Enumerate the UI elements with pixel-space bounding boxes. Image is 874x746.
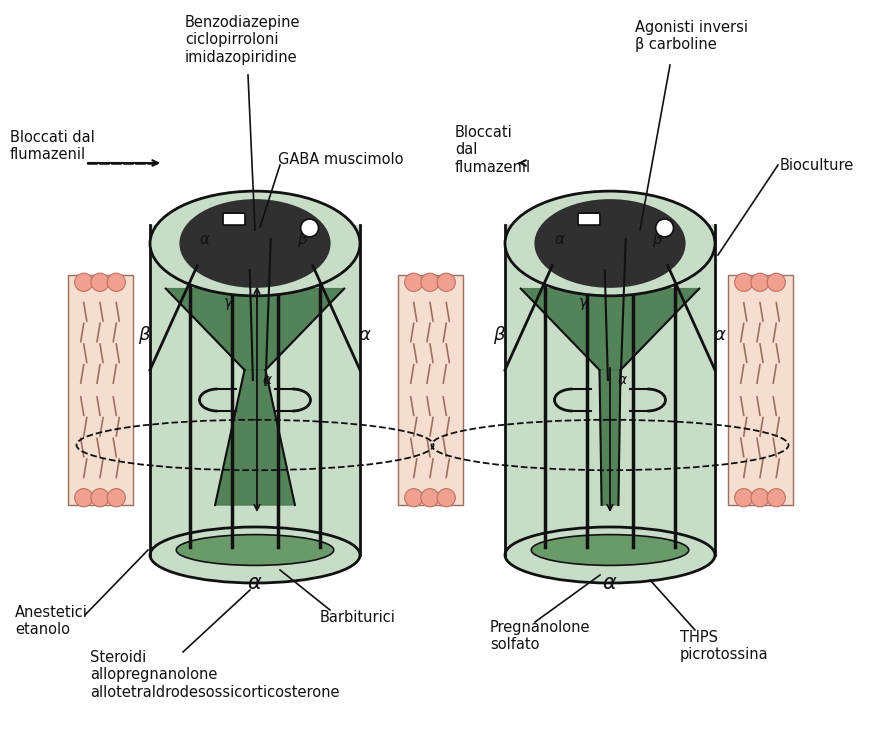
Circle shape: [405, 273, 423, 292]
Bar: [398, 275, 462, 505]
Ellipse shape: [150, 527, 360, 583]
Text: $\beta$: $\beta$: [652, 230, 662, 248]
Bar: [67, 275, 133, 505]
Polygon shape: [166, 289, 344, 370]
Circle shape: [751, 489, 769, 507]
Text: $\gamma$: $\gamma$: [223, 295, 234, 312]
Text: $\alpha$: $\alpha$: [602, 573, 618, 593]
Text: $\alpha$: $\alpha$: [247, 573, 263, 593]
Polygon shape: [521, 289, 699, 370]
Text: Anestetici
etanolo: Anestetici etanolo: [15, 605, 88, 637]
Circle shape: [437, 489, 455, 507]
Polygon shape: [505, 225, 715, 555]
Bar: [727, 275, 793, 505]
Text: Pregnanolone
solfato: Pregnanolone solfato: [490, 620, 591, 653]
Text: Bloccati
dal
flumazenil: Bloccati dal flumazenil: [455, 125, 531, 175]
Text: $\gamma$: $\gamma$: [578, 295, 590, 312]
Circle shape: [656, 219, 674, 237]
Text: $\alpha$: $\alpha$: [553, 231, 565, 246]
Circle shape: [735, 489, 753, 507]
Circle shape: [767, 489, 786, 507]
Circle shape: [767, 273, 786, 292]
Circle shape: [91, 489, 109, 507]
Circle shape: [751, 273, 769, 292]
FancyBboxPatch shape: [223, 213, 245, 225]
Text: $\alpha$: $\alpha$: [262, 373, 273, 387]
Ellipse shape: [505, 191, 715, 296]
Text: Barbiturici: Barbiturici: [320, 610, 396, 625]
Circle shape: [91, 273, 109, 292]
Text: $\alpha$: $\alpha$: [713, 326, 727, 344]
Polygon shape: [600, 370, 621, 505]
FancyBboxPatch shape: [578, 213, 600, 225]
Circle shape: [108, 273, 125, 292]
Circle shape: [421, 273, 439, 292]
Text: Benzodiazepine
ciclopirroloni
imidazopiridine: Benzodiazepine ciclopirroloni imidazopir…: [185, 15, 301, 65]
Text: $\beta$: $\beta$: [138, 324, 151, 346]
Circle shape: [108, 489, 125, 507]
Circle shape: [437, 273, 455, 292]
Circle shape: [74, 489, 93, 507]
Text: $\alpha$: $\alpha$: [358, 326, 372, 344]
Ellipse shape: [531, 535, 689, 565]
Text: Agonisti inversi
β carboline: Agonisti inversi β carboline: [635, 20, 748, 52]
Circle shape: [735, 273, 753, 292]
Ellipse shape: [505, 527, 715, 583]
Ellipse shape: [150, 191, 360, 296]
Text: Steroidi
allopregnanolone
allotetraldrodesossicorticosterone: Steroidi allopregnanolone allotetraldrod…: [90, 650, 339, 700]
Text: GABA muscimolo: GABA muscimolo: [278, 152, 404, 168]
Circle shape: [421, 489, 439, 507]
Circle shape: [74, 273, 93, 292]
Text: $\beta$: $\beta$: [493, 324, 506, 346]
Text: $\alpha$: $\alpha$: [198, 231, 211, 246]
Circle shape: [405, 489, 423, 507]
Text: $\alpha$: $\alpha$: [617, 373, 628, 387]
Text: THPS
picrotossina: THPS picrotossina: [680, 630, 768, 662]
Polygon shape: [215, 370, 295, 505]
Ellipse shape: [179, 199, 330, 288]
Text: Bioculture: Bioculture: [780, 157, 854, 172]
Text: $\beta$: $\beta$: [296, 230, 308, 248]
Text: Bloccati dal
flumazenil: Bloccati dal flumazenil: [10, 130, 94, 163]
Ellipse shape: [534, 199, 685, 288]
Polygon shape: [150, 225, 360, 555]
Ellipse shape: [177, 535, 334, 565]
Circle shape: [301, 219, 319, 237]
